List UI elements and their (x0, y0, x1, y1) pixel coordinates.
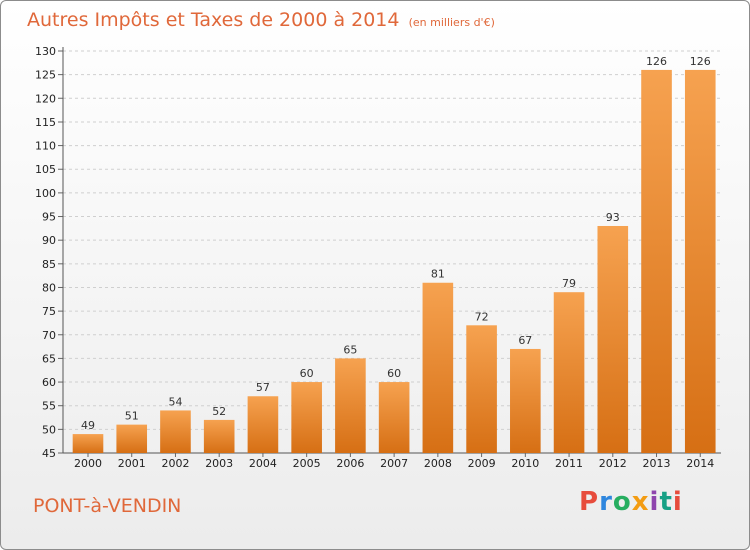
y-tick-label: 60 (42, 376, 56, 389)
data-label: 72 (475, 310, 489, 323)
x-tick-label: 2006 (336, 457, 364, 470)
x-tick-label: 2002 (161, 457, 189, 470)
x-tick-label: 2007 (380, 457, 408, 470)
bar (641, 69, 672, 453)
bar (291, 382, 322, 453)
y-tick-label: 70 (42, 329, 56, 342)
bar (510, 348, 541, 453)
y-tick-label: 125 (35, 69, 56, 82)
data-label: 81 (431, 268, 445, 281)
data-label: 93 (606, 211, 620, 224)
data-label: 67 (518, 334, 532, 347)
brand-letter: o (612, 487, 632, 517)
y-tick-label: 105 (35, 163, 56, 176)
y-tick-label: 50 (42, 423, 56, 436)
bars (72, 69, 716, 453)
x-tick-label: 2013 (643, 457, 671, 470)
brand-letter: P (579, 487, 600, 517)
data-label: 57 (256, 381, 270, 394)
bar (553, 292, 585, 453)
y-tick-label: 115 (35, 116, 56, 129)
data-label: 60 (300, 367, 314, 380)
data-label: 54 (168, 395, 182, 408)
x-tick-label: 2001 (118, 457, 146, 470)
y-tick-label: 55 (42, 400, 56, 413)
y-tick-label: 90 (42, 234, 56, 247)
bar (378, 382, 410, 453)
brand-letter: i (672, 487, 683, 517)
y-tick-label: 75 (42, 305, 56, 318)
bar (466, 325, 497, 453)
x-tick-label: 2009 (468, 457, 496, 470)
brand-logo: Proxiti (579, 487, 683, 517)
data-labels: 49 51 54 52 57 60 65 60 81 72 67 79 93 126 126 (81, 55, 711, 432)
x-tick-label: 2011 (555, 457, 583, 470)
bar (597, 225, 629, 453)
y-tick-labels: 45 50 55 60 65 70 75 80 85 90 95 100 105 110 115 120 125… (35, 45, 56, 460)
data-label: 60 (387, 367, 401, 380)
y-tick-label: 100 (35, 187, 56, 200)
y-tick-label: 45 (42, 447, 56, 460)
chart-title: Autres Impôts et Taxes de 2000 à 2014 (27, 9, 400, 31)
data-label: 49 (81, 419, 95, 432)
bar (160, 410, 191, 453)
bar (247, 396, 279, 453)
y-tick-label: 130 (35, 45, 56, 58)
brand-letter: r (599, 487, 613, 517)
town-name: PONT-à-VENDIN (33, 495, 182, 517)
y-tick-label: 80 (42, 281, 56, 294)
title-row: Autres Impôts et Taxes de 2000 à 2014 (e… (27, 9, 495, 31)
brand-letter: i (649, 487, 660, 517)
x-tick-labels: 2000 2001 2002 2003 2004 2005 2006 2007 2008 2009… (74, 453, 714, 470)
x-tick-label: 2014 (686, 457, 714, 470)
data-label: 79 (562, 277, 576, 290)
x-tick-label: 2008 (424, 457, 452, 470)
brand-letter: t (659, 487, 673, 517)
data-label: 126 (690, 55, 711, 68)
data-label: 126 (646, 55, 667, 68)
brand-letter: x (631, 487, 650, 517)
bar (72, 434, 104, 453)
bar (684, 69, 716, 453)
y-tick-label: 95 (42, 211, 56, 224)
x-tick-label: 2010 (511, 457, 539, 470)
data-label: 65 (343, 343, 357, 356)
x-tick-label: 2004 (249, 457, 277, 470)
y-tick-label: 120 (35, 92, 56, 105)
bar (335, 358, 366, 453)
data-label: 51 (125, 410, 139, 423)
x-tick-label: 2012 (599, 457, 627, 470)
x-tick-label: 2005 (293, 457, 321, 470)
bar (422, 282, 454, 453)
x-tick-label: 2003 (205, 457, 233, 470)
bar (203, 419, 235, 453)
y-tick-label: 65 (42, 352, 56, 365)
x-tick-label: 2000 (74, 457, 102, 470)
bar (116, 424, 148, 453)
y-tick-label: 85 (42, 258, 56, 271)
data-label: 52 (212, 405, 226, 418)
y-tick-label: 110 (35, 140, 56, 153)
chart-subtitle: (en milliers d'€) (408, 16, 495, 29)
